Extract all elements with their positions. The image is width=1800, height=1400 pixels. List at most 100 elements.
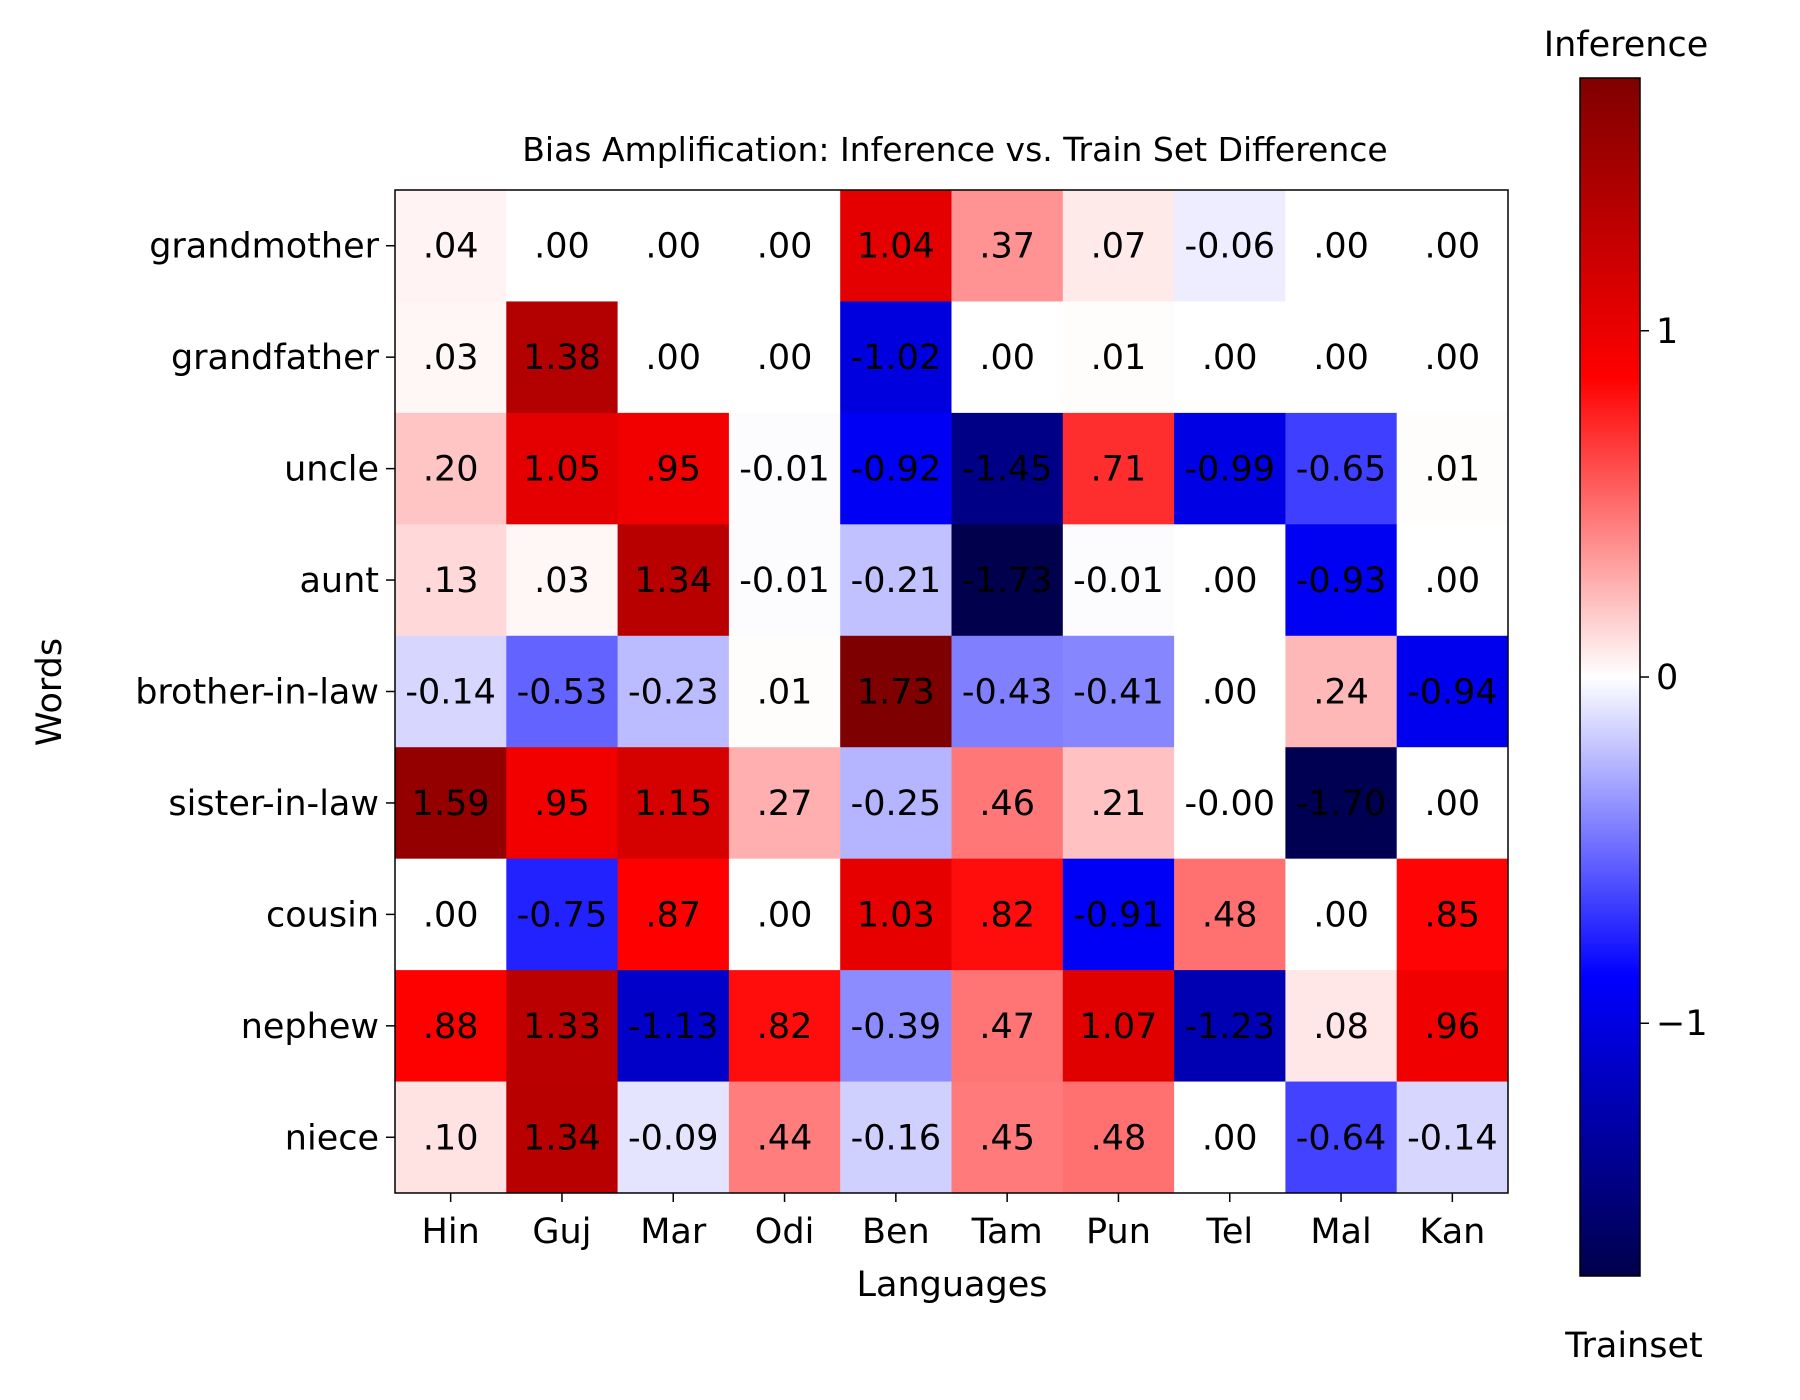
colorbar-tick-label: −1: [1656, 1004, 1708, 1044]
cell-value-label: .82: [979, 895, 1035, 935]
y-tick-label: grandmother: [149, 227, 379, 267]
heatmap-cell: [1285, 970, 1398, 1083]
cell-value-label: .48: [1202, 895, 1258, 935]
heatmap-cell: [951, 301, 1064, 414]
cell-value-label: .85: [1425, 895, 1481, 935]
cell-value-label: -1.13: [628, 1007, 719, 1047]
heatmap-cell: [506, 524, 619, 637]
colorbar-ticks: 1 0 −1: [1640, 312, 1708, 1044]
cell-value-label: .47: [979, 1007, 1035, 1047]
colorbar-tick-label: 0: [1656, 658, 1678, 698]
heatmap-cell: [1174, 970, 1286, 1083]
heatmap-cell: [1396, 190, 1509, 302]
cell-value-label: .24: [1313, 673, 1369, 713]
y-axis-label: Words: [30, 638, 70, 746]
cell-value-label: .00: [757, 895, 813, 935]
heatmap-cell: [1174, 635, 1286, 748]
x-tick-label: Kan: [1419, 1212, 1485, 1252]
cell-value-label: .21: [1091, 784, 1147, 824]
cell-value-label: -1.73: [962, 561, 1053, 601]
heatmap-cell: [1396, 635, 1509, 748]
cell-value-label: .37: [979, 227, 1035, 267]
heatmap-cell: [395, 190, 507, 302]
cell-value-label: -0.94: [1407, 673, 1498, 713]
heatmap-cell: [1174, 301, 1286, 414]
cell-value-label: .00: [1313, 895, 1369, 935]
heatmap-cell: [1062, 635, 1175, 748]
heatmap-cell: [1062, 858, 1175, 971]
heatmap-cell: [840, 524, 952, 637]
x-tick-label: Guj: [532, 1212, 591, 1252]
cell-value-label: .00: [645, 227, 701, 267]
cell-value-label: .46: [979, 784, 1035, 824]
cell-value-label: 1.07: [1079, 1007, 1157, 1047]
heatmap-cell: [840, 1081, 952, 1194]
cell-value-label: .00: [1202, 673, 1258, 713]
cell-value-label: -0.93: [1296, 561, 1387, 601]
x-tick-label: Mar: [640, 1212, 707, 1252]
cell-value-label: .48: [1091, 1118, 1147, 1158]
cell-value-label: .01: [757, 673, 813, 713]
heatmap-cell: [951, 635, 1064, 748]
y-tick-label: nephew: [241, 1007, 379, 1047]
cell-value-label: .00: [1313, 227, 1369, 267]
cell-value-label: -0.01: [739, 450, 830, 490]
y-axis: grandmother grandfather uncle aunt brother-i…: [135, 227, 395, 1158]
heatmap-cell: [506, 858, 619, 971]
cell-value-label: .00: [534, 227, 590, 267]
heatmap-cell: [728, 524, 841, 637]
cell-value-label: .08: [1313, 1007, 1369, 1047]
heatmap-cell: [395, 858, 507, 971]
heatmap-cell-labels: .04 .00 .00 .00 1.04 .37 .07 -0.06 .00 .00 .03 1.38…: [405, 227, 1497, 1159]
cell-value-label: -0.16: [851, 1118, 942, 1158]
cell-value-label: .01: [1091, 338, 1147, 378]
cell-value-label: -0.65: [1296, 450, 1387, 490]
y-tick-label: aunt: [299, 561, 379, 601]
cell-value-label: 1.05: [523, 450, 601, 490]
chart-title: Bias Amplification: Inference vs. Train …: [522, 130, 1387, 169]
cell-value-label: -0.92: [851, 450, 942, 490]
heatmap-cell: [728, 858, 841, 971]
cell-value-label: 1.73: [857, 673, 935, 713]
cell-value-label: -0.00: [1184, 784, 1275, 824]
heatmap-cell: [1174, 1081, 1286, 1194]
heatmap-cell: [1062, 970, 1175, 1083]
cell-value-label: .44: [757, 1118, 813, 1158]
heatmap-cell: [395, 747, 507, 860]
cell-value-label: -0.21: [851, 561, 942, 601]
cell-value-label: .04: [423, 227, 479, 267]
x-tick-label: Pun: [1086, 1212, 1151, 1252]
heatmap-cell: [617, 301, 730, 414]
heatmap-cell: [951, 858, 1064, 971]
heatmap-cell: [1396, 858, 1509, 971]
cell-value-label: 1.34: [634, 561, 712, 601]
heatmap-cell: [951, 412, 1064, 525]
x-tick-label: Hin: [422, 1212, 480, 1252]
heatmap-cell: [395, 1081, 507, 1194]
heatmap-cell: [728, 970, 841, 1083]
cell-value-label: -0.39: [851, 1007, 942, 1047]
heatmap-cell: [617, 635, 730, 748]
cell-value-label: .00: [1202, 1118, 1258, 1158]
heatmap-cell: [506, 412, 619, 525]
heatmap-cell: [617, 858, 730, 971]
heatmap-cell: [728, 635, 841, 748]
cell-value-label: -0.91: [1073, 895, 1164, 935]
heatmap-cell: [1285, 412, 1398, 525]
heatmap-cell: [395, 301, 507, 414]
cell-value-label: .00: [757, 338, 813, 378]
x-axis-label: Languages: [857, 1265, 1048, 1305]
y-tick-label: grandfather: [171, 338, 380, 378]
y-tick-label: sister-in-law: [168, 784, 379, 824]
heatmap-cell: [840, 301, 952, 414]
heatmap-cell: [1062, 190, 1175, 302]
heatmap-cell: [951, 747, 1064, 860]
heatmap-cell: [951, 1081, 1064, 1194]
x-tick-label: Ben: [862, 1212, 930, 1252]
heatmap-cell: [1285, 1081, 1398, 1194]
cell-value-label: .00: [1313, 338, 1369, 378]
cell-value-label: .96: [1425, 1007, 1481, 1047]
cell-value-label: .00: [757, 227, 813, 267]
heatmap-cell: [1285, 635, 1398, 748]
heatmap-cell: [1062, 301, 1175, 414]
